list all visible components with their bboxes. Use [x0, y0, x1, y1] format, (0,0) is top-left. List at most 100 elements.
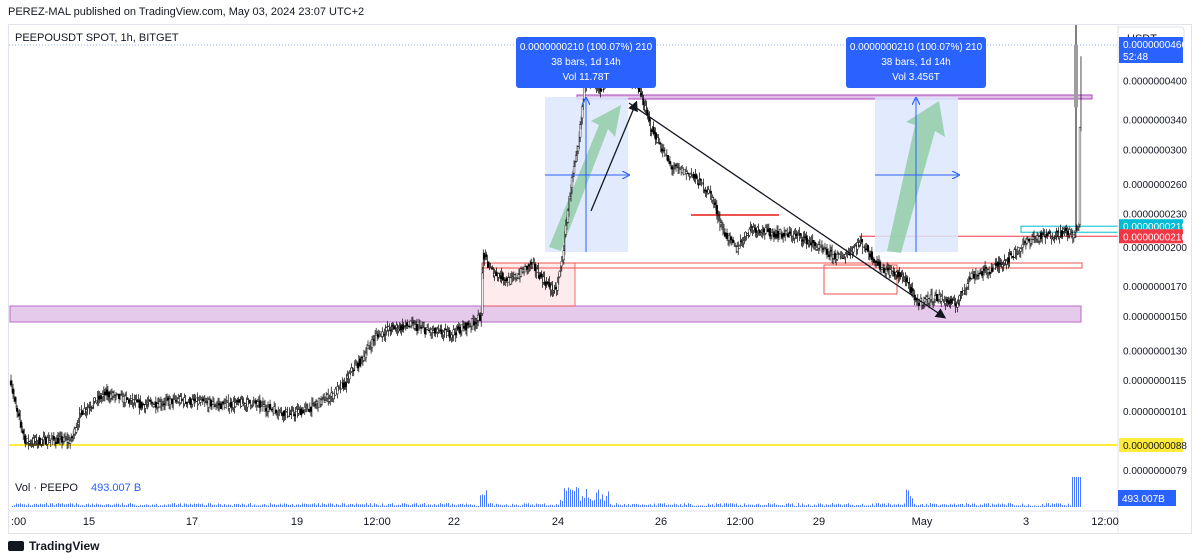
candle-body	[466, 322, 470, 326]
candle-body	[756, 226, 759, 232]
volume-bar	[98, 504, 99, 507]
candle-body	[256, 401, 259, 406]
candle-body	[381, 331, 384, 337]
candle-body	[85, 409, 88, 412]
candle-body	[679, 167, 682, 169]
candle-body	[173, 397, 176, 400]
time-axis[interactable]: :00 15 17 19 12:00 22 24 26 12:00 29 May 3 12:00	[9, 25, 1119, 533]
candle-body	[460, 324, 463, 331]
volume-bar	[970, 505, 971, 507]
volume-bar	[574, 491, 575, 507]
volume-bar	[576, 487, 577, 507]
candle-body	[179, 396, 182, 403]
volume-bar	[488, 503, 489, 507]
volume-bar	[472, 505, 473, 507]
volume-bar	[1078, 477, 1079, 507]
price-chart[interactable]: PEEPOUSDT SPOT, 1h, BITGET USDT Vol · PE…	[9, 18, 1191, 533]
volume-bar	[778, 505, 779, 507]
volume-bar	[780, 505, 781, 507]
volume-bar	[34, 503, 35, 507]
projection-2-line2: 38 bars, 1d 14h	[881, 57, 951, 68]
volume-bar	[224, 504, 225, 507]
volume-bar	[560, 499, 561, 507]
candle-body	[187, 401, 190, 403]
trend-line-down	[628, 102, 947, 319]
candle-body	[889, 269, 892, 276]
candle-body	[501, 272, 504, 280]
candle-body	[989, 271, 992, 274]
volume-bar	[434, 503, 435, 507]
tradingview-logo[interactable]: TradingView	[8, 539, 99, 553]
volume-bar	[390, 503, 391, 507]
volume-bar	[1062, 504, 1063, 507]
volume-bar	[398, 504, 399, 507]
candle-body	[1062, 229, 1065, 232]
volume-bar	[266, 505, 267, 507]
projection-box-1[interactable]: 0.0000000210 (100.07%) 210 38 bars, 1d 1…	[516, 37, 656, 88]
volume-bar	[46, 503, 47, 507]
volume-bar	[588, 497, 589, 507]
volume-bar	[108, 503, 109, 507]
candle-body	[736, 246, 739, 252]
candle-body	[122, 396, 125, 403]
candle-body	[874, 260, 878, 264]
candle-body	[152, 404, 155, 407]
volume-bar	[368, 505, 369, 507]
candle-body	[160, 404, 164, 406]
volume-bar	[1046, 503, 1047, 507]
candle-body	[260, 402, 264, 404]
candle-body	[987, 269, 990, 273]
candle-body	[1013, 249, 1016, 258]
candle-body	[662, 149, 665, 151]
candle-body	[1046, 233, 1049, 237]
volume-bar	[104, 505, 105, 507]
price-axis[interactable]: 0.0000000400 0.0000000340 0.0000000300 0.00…	[1123, 77, 1187, 477]
volume-bar	[916, 505, 917, 507]
publish-info: PEREZ-MAL published on TradingView.com, …	[8, 6, 365, 18]
volume-bar	[934, 503, 935, 507]
volume-bar	[362, 504, 363, 507]
candle-body	[511, 276, 514, 278]
volume-bar	[670, 504, 671, 507]
volume-bar	[78, 504, 79, 507]
candle-body	[40, 439, 43, 445]
volume-bar	[512, 503, 513, 507]
volume-legend-value: 493.007 B	[91, 482, 141, 494]
volume-bar	[1018, 505, 1019, 507]
candle-body	[764, 227, 767, 234]
candle-body	[158, 401, 162, 408]
price-tick: 0.0000000150	[1123, 312, 1187, 323]
candle-body	[825, 249, 829, 255]
candle-body	[513, 274, 516, 278]
candle-body	[305, 405, 308, 407]
price-label-badge	[1119, 438, 1183, 452]
candle-body	[917, 302, 920, 306]
volume-bar	[36, 503, 37, 507]
candle-body	[134, 399, 137, 403]
volume-bar	[284, 503, 285, 507]
candle-body	[719, 222, 723, 225]
volume-bar	[306, 503, 307, 507]
candle-body	[1027, 239, 1031, 242]
volume-bar	[532, 504, 533, 507]
candle-body	[568, 196, 572, 200]
volume-bar	[1048, 503, 1049, 507]
volume-bar	[312, 503, 313, 507]
volume-bar	[798, 503, 799, 507]
volume-bar	[676, 504, 677, 507]
candle-body	[738, 245, 741, 249]
volume-bar	[616, 503, 617, 507]
candle-body	[246, 399, 249, 408]
volume-bar	[904, 503, 905, 507]
volume-bar	[202, 503, 203, 507]
volume-bar	[230, 504, 231, 507]
candle-body	[766, 228, 769, 232]
volume-bar	[44, 504, 45, 507]
volume-bar	[754, 505, 755, 507]
volume-bar	[966, 503, 967, 507]
candle-body	[1066, 230, 1069, 236]
volume-bar	[948, 505, 949, 507]
projection-box-2[interactable]: 0.0000000210 (100.07%) 210 38 bars, 1d 1…	[846, 37, 986, 88]
candle-body	[827, 254, 831, 257]
chart-frame[interactable]: PEEPOUSDT SPOT, 1h, BITGET USDT Vol · PE…	[8, 18, 1192, 534]
